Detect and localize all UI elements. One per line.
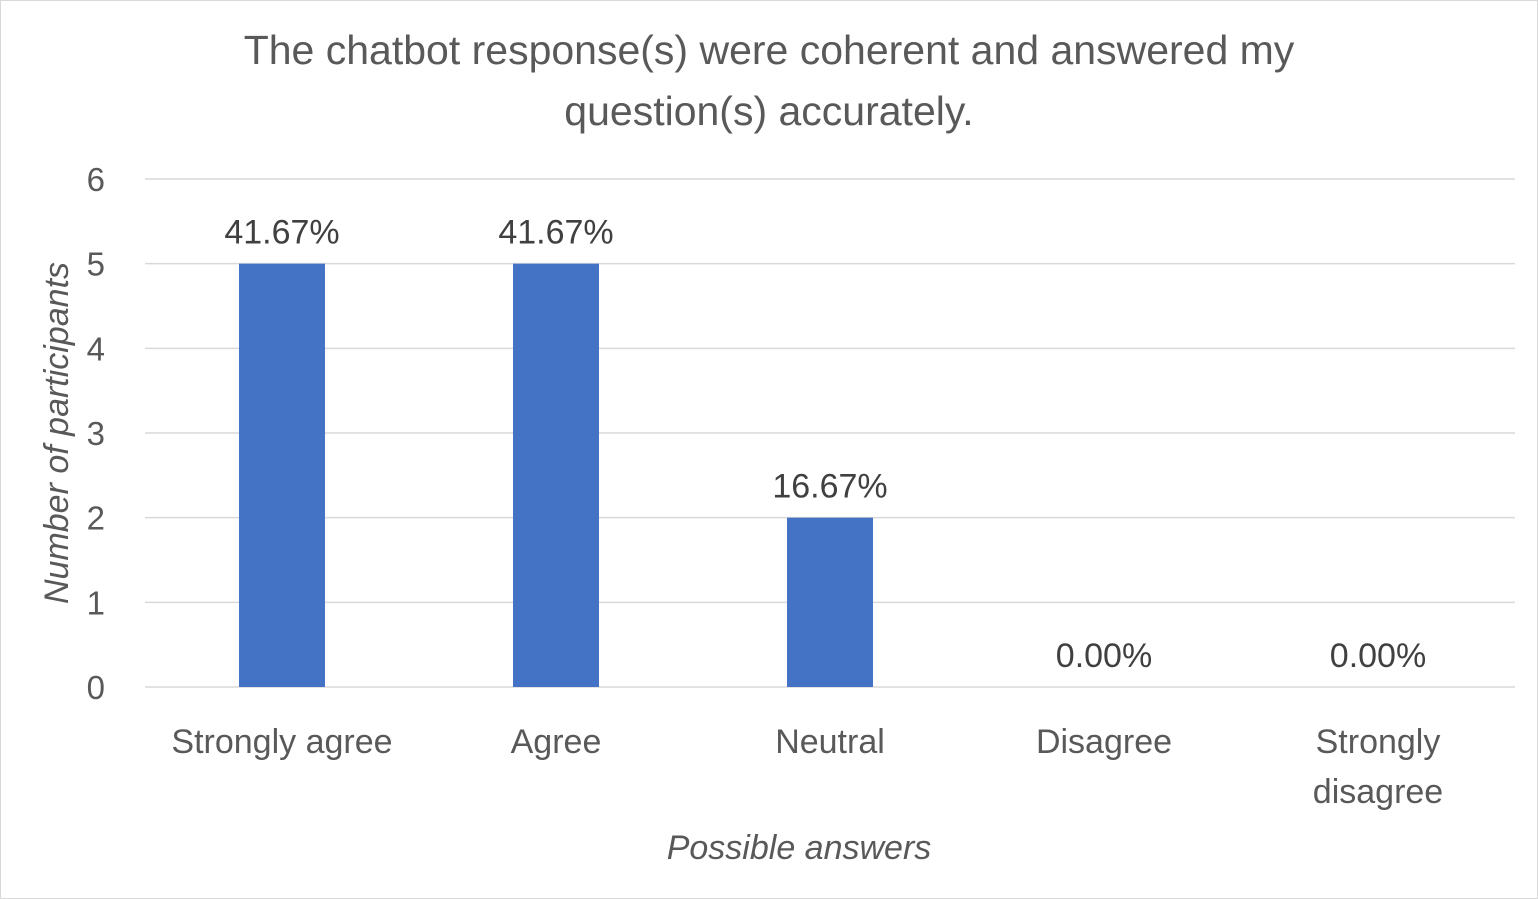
x-axis-title: Possible answers [667, 829, 932, 867]
chart-title: The chatbot response(s) were coherent an… [244, 27, 1295, 134]
x-category-label: Disagree [1036, 723, 1172, 761]
data-label: 41.67% [224, 214, 339, 252]
y-axis-ticks: 0 1 2 3 4 5 6 [87, 161, 105, 706]
x-category-label: Neutral [775, 723, 885, 761]
bar [787, 517, 873, 687]
x-axis-categories: Strongly agree Agree Neutral Disagree Strong… [171, 723, 1443, 811]
y-tick-label: 3 [87, 415, 105, 452]
chart-title-line-1: The chatbot response(s) were coherent an… [244, 27, 1295, 73]
data-label: 0.00% [1330, 637, 1426, 675]
y-tick-label: 4 [87, 330, 105, 367]
x-category-label: Strongly [1316, 723, 1441, 761]
y-tick-label: 2 [87, 500, 105, 537]
x-category-label: Agree [511, 723, 602, 761]
y-axis-title: Number of participants [38, 262, 76, 604]
data-label: 41.67% [498, 214, 613, 252]
bar [239, 263, 325, 687]
data-label: 0.00% [1056, 637, 1152, 675]
chart-title-line-2: question(s) accurately. [564, 88, 973, 134]
data-label: 16.67% [772, 468, 887, 506]
bars [239, 263, 873, 687]
y-tick-label: 5 [87, 246, 105, 283]
y-tick-label: 1 [87, 584, 105, 621]
data-labels: 41.67% 41.67% 16.67% 0.00% 0.00% [224, 214, 1426, 675]
y-tick-label: 0 [87, 669, 105, 706]
bar [513, 263, 599, 687]
x-category-label: Strongly agree [171, 723, 392, 761]
x-category-label: disagree [1313, 773, 1443, 811]
y-tick-label: 6 [87, 161, 105, 198]
